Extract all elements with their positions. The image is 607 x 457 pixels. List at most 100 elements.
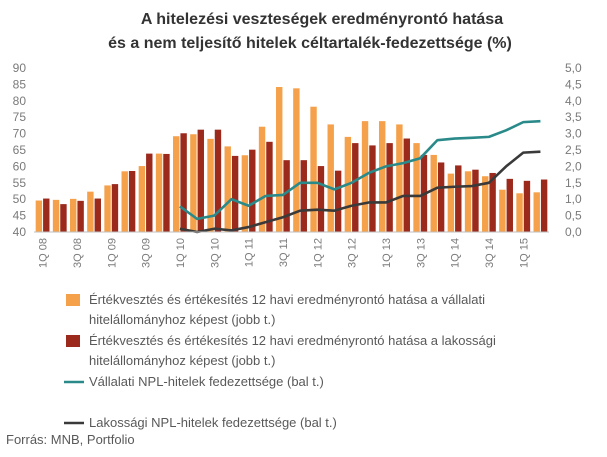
- line-retail-npl: [179, 150, 541, 234]
- bar-corporate: [190, 134, 197, 232]
- bar-retail: [455, 165, 462, 232]
- bar-corporate: [533, 192, 540, 232]
- x-tick-label: 3Q 13: [415, 238, 427, 268]
- left-tick-label: 45: [13, 209, 27, 223]
- bar-retail: [489, 172, 496, 232]
- left-tick-label: 55: [13, 176, 27, 190]
- bar-corporate: [379, 121, 386, 232]
- right-tick-label: 0,0: [565, 225, 582, 239]
- x-tick-label: 1Q 10: [175, 238, 187, 268]
- left-tick-label: 70: [13, 127, 27, 141]
- left-tick-label: 75: [13, 110, 27, 124]
- bar-corporate: [241, 155, 249, 232]
- x-tick-label: 1Q 14: [450, 238, 462, 268]
- right-tick-label: 1,0: [565, 192, 582, 206]
- bar-corporate: [87, 191, 94, 232]
- line-series: [179, 119, 541, 234]
- right-axis: 0,0 0,5 1,0 1,5 2,0 2,5 3,0 3,5 4,0 4,5 5,0: [565, 61, 582, 239]
- left-tick-label: 65: [13, 143, 27, 157]
- bar-retail: [111, 184, 119, 232]
- right-tick-label: 3,0: [565, 127, 582, 141]
- bar-corporate: [52, 199, 60, 232]
- x-tick-label: 3Q 12: [347, 238, 359, 268]
- x-axis: 1Q 08 3Q 08 1Q 09 3Q 09 1Q 10 3Q 10 1Q 11 3Q 11…: [38, 238, 531, 268]
- bar-retail: [231, 155, 239, 232]
- bar-retail: [94, 198, 101, 232]
- bar-corporate: [464, 171, 472, 232]
- x-tick-label: 3Q 08: [72, 238, 84, 268]
- legend-swatch: [66, 335, 80, 347]
- bar-corporate: [104, 185, 111, 232]
- legend-label: hitelállományhoz képest (jobb t.): [89, 353, 275, 368]
- x-tick-label: 1Q 13: [381, 238, 393, 268]
- bar-corporate: [207, 138, 214, 232]
- line-corporate-npl: [179, 119, 541, 221]
- bar-corporate: [121, 171, 128, 232]
- bar-retail: [369, 145, 376, 232]
- right-tick-label: 0,5: [565, 209, 582, 223]
- left-tick-label: 85: [13, 77, 27, 91]
- x-tick-label: 3Q 11: [278, 238, 290, 267]
- bar-corporate: [258, 126, 266, 232]
- right-tick-label: 1,5: [565, 176, 582, 190]
- bar-corporate: [293, 88, 300, 232]
- bar-corporate: [482, 176, 489, 232]
- bar-corporate: [499, 189, 506, 232]
- bar-retail: [43, 198, 50, 232]
- right-tick-label: 4,0: [565, 94, 582, 108]
- bar-corporate: [413, 143, 420, 232]
- right-tick-label: 3,5: [565, 110, 582, 124]
- left-tick-label: 60: [13, 159, 27, 173]
- x-tick-label: 1Q 08: [38, 238, 50, 268]
- source-note: Forrás: MNB, Portfolio: [6, 432, 135, 447]
- legend-label: Lakossági NPL-hitelek fedezettsége (bal …: [89, 415, 337, 430]
- bar-corporate: [396, 124, 403, 232]
- legend-swatch: [66, 294, 80, 306]
- legend-label: Értékvesztés és értékesítés 12 havi ered…: [89, 333, 496, 348]
- bar-retail: [163, 153, 170, 232]
- x-tick-label: 3Q 09: [141, 238, 153, 268]
- legend: Értékvesztés és értékesítés 12 havi ered…: [64, 292, 496, 430]
- x-tick-label: 3Q 10: [209, 238, 221, 268]
- bar-retail: [197, 129, 204, 232]
- bar-corporate: [173, 136, 180, 232]
- bar-retail: [249, 149, 256, 232]
- x-tick-label: 1Q 09: [106, 238, 118, 268]
- bar-retail: [60, 204, 67, 232]
- bar-retail: [352, 143, 359, 232]
- bar-retail: [128, 170, 136, 232]
- bar-retail: [300, 160, 307, 232]
- bar-retail: [334, 170, 342, 232]
- bar-retail: [77, 200, 84, 232]
- legend-label: Vállalati NPL-hitelek fedezettsége (bal …: [89, 374, 324, 389]
- bar-retail: [214, 129, 222, 232]
- legend-label: Értékvesztés és értékesítés 12 havi ered…: [89, 292, 485, 307]
- x-tick-label: 1Q 15: [518, 238, 530, 268]
- right-tick-label: 2,5: [565, 143, 582, 157]
- bar-corporate: [516, 193, 523, 232]
- left-tick-label: 50: [13, 192, 27, 206]
- bar-retail: [540, 179, 548, 232]
- right-tick-label: 2,0: [565, 159, 582, 173]
- bar-corporate: [155, 153, 163, 232]
- bar-retail: [472, 169, 479, 232]
- bar-corporate: [327, 124, 334, 232]
- right-tick-label: 4,5: [565, 77, 582, 91]
- chart-title-line-1: A hitelezési veszteségek eredményrontó h…: [141, 11, 503, 28]
- bar-corporate: [430, 154, 437, 232]
- x-tick-label: 3Q 14: [484, 238, 496, 268]
- bar-corporate: [276, 87, 283, 233]
- left-tick-label: 40: [13, 225, 27, 239]
- x-tick-label: 1Q 12: [312, 238, 324, 268]
- bar-retail: [266, 141, 273, 232]
- bar-retail: [283, 160, 290, 232]
- bar-corporate: [138, 166, 146, 232]
- bar-corporate: [70, 198, 77, 232]
- left-axis: 40 45 50 55 60 65 70 75 80 85 90: [13, 61, 27, 239]
- bar-series: [35, 87, 548, 233]
- chart-title-line-2: és a nem teljesítő hitelek céltartalék-f…: [108, 35, 512, 52]
- bar-corporate: [310, 106, 317, 232]
- bar-retail: [386, 143, 393, 232]
- x-tick-label: 1Q 11: [244, 238, 256, 267]
